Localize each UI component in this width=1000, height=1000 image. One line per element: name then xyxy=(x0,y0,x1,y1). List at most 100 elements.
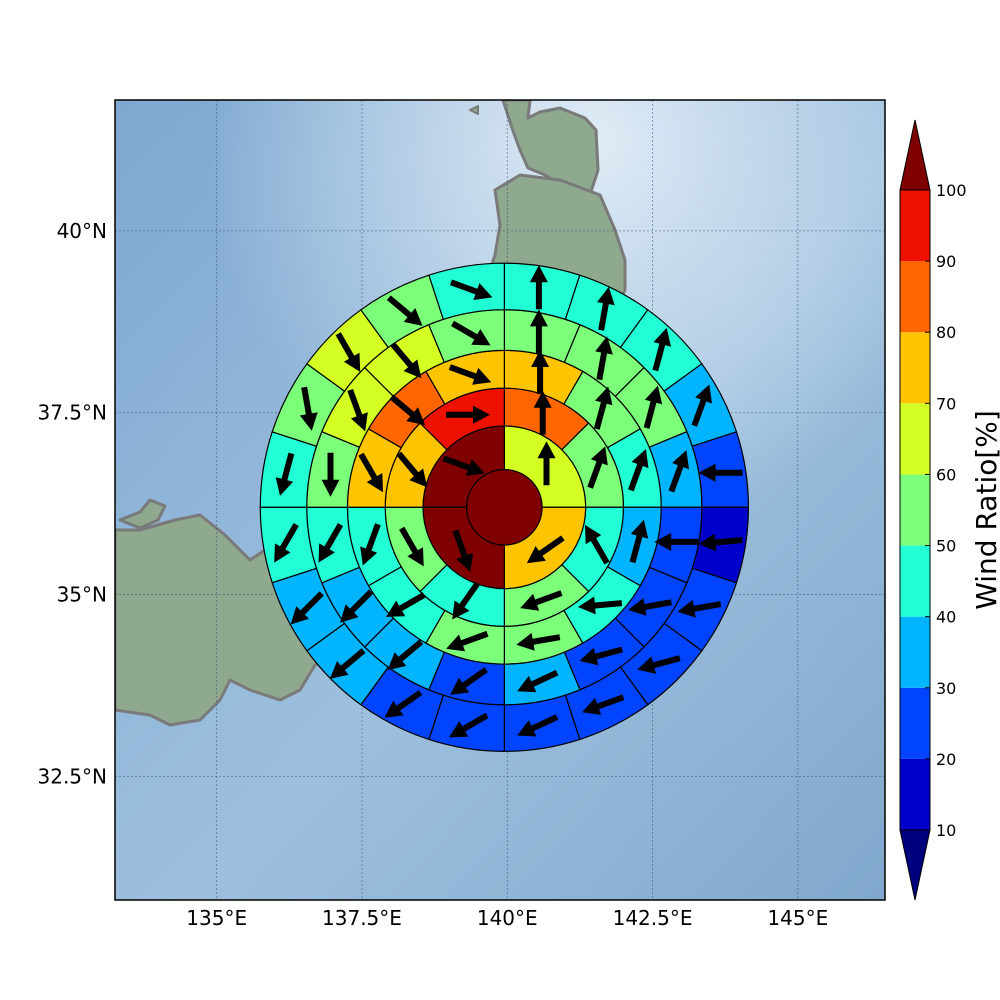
colorbar-segment xyxy=(900,190,930,262)
wind-arrow xyxy=(449,712,489,738)
wind-arrow xyxy=(579,646,623,666)
colorbar-tick-label: 50 xyxy=(936,537,956,556)
colorbar-title: Wind Ratio[%] xyxy=(970,410,1000,610)
wind-arrow xyxy=(340,589,374,623)
wind-arrow xyxy=(451,320,491,346)
colorbar-tick-label: 20 xyxy=(936,750,956,769)
wind-arrow xyxy=(652,327,671,372)
colorbar-tick-label: 60 xyxy=(936,465,956,484)
wind-arrow xyxy=(452,529,474,572)
wind-arrow xyxy=(387,639,424,671)
wind-arrow xyxy=(529,265,548,310)
x-tick-label: 140°E xyxy=(477,906,538,930)
wind-arrow xyxy=(520,590,563,611)
wind-arrow xyxy=(668,450,689,493)
colorbar-tick-label: 10 xyxy=(936,821,956,840)
wind-arrow xyxy=(452,581,480,620)
map-frame xyxy=(114,99,886,901)
wind-arrow xyxy=(399,526,424,567)
wind-arrow xyxy=(637,655,681,674)
wind-arrow xyxy=(389,394,426,426)
wind-arrow xyxy=(321,452,340,497)
y-tick-label: 32.5°N xyxy=(38,764,108,788)
colorbar-tick-label: 100 xyxy=(936,181,967,200)
wind-arrow xyxy=(517,714,559,737)
longitude-axis: 135°E 137.5°E 140°E 142.5°E 145°E xyxy=(186,906,828,930)
wind-arrow xyxy=(629,519,649,564)
wind-arrow xyxy=(677,599,722,618)
colorbar-segment xyxy=(900,758,930,830)
colorbar-under-extension xyxy=(899,829,931,901)
colorbar-segment xyxy=(900,332,930,404)
colorbar-tick-label: 70 xyxy=(936,394,956,413)
wind-arrow xyxy=(390,342,422,379)
wind-arrow xyxy=(698,463,743,482)
wind-ratio-sectors xyxy=(259,262,750,752)
colorbar-segment xyxy=(900,403,930,475)
x-tick-label: 142.5°E xyxy=(613,906,693,930)
wind-arrow xyxy=(582,694,625,715)
wind-arrow xyxy=(358,452,383,493)
x-tick-label: 145°E xyxy=(767,906,828,930)
wind-arrow xyxy=(329,648,366,679)
wind-arrow xyxy=(643,385,663,429)
wind-arrow xyxy=(529,309,548,354)
colorbar-segment xyxy=(900,474,930,546)
colorbar-over-extension xyxy=(899,119,931,191)
wind-arrow xyxy=(517,669,559,693)
wind-arrow xyxy=(386,295,423,326)
colorbar-tick-label: 80 xyxy=(936,323,956,342)
colorbar-tick-label: 90 xyxy=(936,252,956,271)
wind-arrow xyxy=(290,591,324,625)
y-tick-label: 37.5°N xyxy=(38,401,108,425)
y-tick-label: 35°N xyxy=(57,583,107,607)
wind-arrow xyxy=(593,386,613,430)
colorbar-tick-label: 40 xyxy=(936,608,956,627)
colorbar-segment xyxy=(900,545,930,617)
wind-arrow xyxy=(691,384,712,427)
wind-arrow xyxy=(516,632,561,651)
x-tick-label: 135°E xyxy=(186,906,247,930)
wind-arrow xyxy=(537,441,556,486)
wind-arrow xyxy=(578,596,623,615)
wind-arrow xyxy=(396,451,428,488)
colorbar: 10 20 30 40 50 60 70 80 90 100 Wind Ratio[%] xyxy=(899,119,1000,901)
wind-arrow xyxy=(531,350,550,394)
colorbar-segment xyxy=(900,616,930,688)
wind-arrow xyxy=(335,332,361,372)
latitude-axis: 32.5°N 35°N 37.5°N 40°N xyxy=(38,219,108,788)
wind-direction-arrows xyxy=(274,265,743,738)
wind-arrow xyxy=(448,364,492,385)
wind-arrow xyxy=(275,452,295,496)
wind-arrow xyxy=(450,279,493,300)
wind-arrow xyxy=(533,390,552,435)
wind-arrow xyxy=(654,532,699,551)
wind-arrow xyxy=(442,455,485,476)
wind-arrow xyxy=(384,690,423,718)
wind-arrow xyxy=(386,592,426,617)
wind-arrow xyxy=(446,630,489,652)
wind-arrow xyxy=(450,667,488,695)
x-tick-label: 137.5°E xyxy=(322,906,402,930)
colorbar-frame xyxy=(899,189,931,831)
wind-arrow xyxy=(360,523,381,566)
wind-arrow xyxy=(587,446,608,489)
wind-arrow xyxy=(628,598,672,616)
wind-arrow xyxy=(595,336,613,381)
y-tick-label: 40°N xyxy=(57,219,107,243)
wind-arrow xyxy=(628,449,649,492)
sector-cell xyxy=(428,262,505,321)
wind-arrow xyxy=(526,535,565,564)
wind-arrow xyxy=(318,523,344,563)
wind-arrow xyxy=(585,524,610,565)
wind-arrow xyxy=(698,533,743,552)
wind-arrow xyxy=(274,523,299,563)
wind-arrow xyxy=(446,405,490,424)
wind-arrow xyxy=(299,386,318,431)
wind-arrow xyxy=(347,389,368,432)
colorbar-tick-label: 30 xyxy=(936,679,956,698)
colorbar-segment xyxy=(900,261,930,333)
wind-arrow xyxy=(597,286,615,331)
colorbar-segment xyxy=(900,687,930,759)
